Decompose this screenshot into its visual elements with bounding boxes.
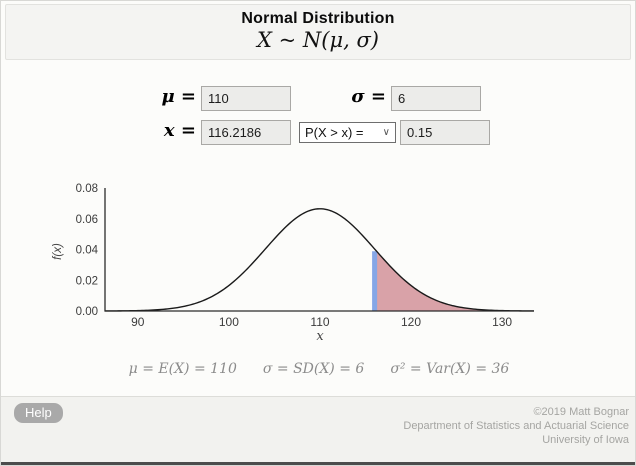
window-bottom-edge — [1, 462, 635, 465]
x-tick-label: 90 — [131, 315, 145, 329]
variance-stat: σ² = Var(X) = 36 — [390, 361, 510, 377]
x-tick-label: 120 — [401, 315, 421, 329]
axes — [104, 188, 534, 312]
shaded-tail-area — [376, 251, 534, 311]
y-tick-label: 0.00 — [76, 306, 98, 318]
distribution-notation: X ~ N(μ, σ) — [257, 28, 379, 52]
sigma-input[interactable] — [391, 86, 481, 111]
mu-input[interactable] — [201, 86, 291, 111]
credit-line-university: University of Iowa — [542, 434, 629, 446]
help-button[interactable]: Help — [14, 403, 63, 423]
x-tick-label: 100 — [219, 315, 239, 329]
x-tick-label: 130 — [492, 315, 512, 329]
summary-stats: μ = E(X) = 110 σ = SD(X) = 6 σ² = Var(X) =… — [1, 361, 635, 377]
probability-type-select[interactable]: P(X > x) = ∨ — [299, 122, 396, 143]
mu-label: μ = — [161, 86, 196, 107]
header: Normal Distribution X ~ N(μ, σ) — [5, 4, 631, 60]
density-curve — [104, 208, 534, 312]
x-value-marker[interactable] — [372, 251, 378, 311]
y-tick-label: 0.08 — [76, 183, 98, 195]
y-tick-label: 0.04 — [76, 245, 99, 257]
y-tick-label: 0.06 — [76, 214, 98, 226]
chevron-down-icon: ∨ — [382, 126, 390, 138]
sd-stat: σ = SD(X) = 6 — [262, 361, 365, 377]
credit-line-department: Department of Statistics and Actuarial S… — [403, 420, 629, 432]
x-input[interactable] — [201, 120, 291, 145]
x-label: x = — [163, 120, 196, 141]
credits: ©2019 Matt Bognar Department of Statisti… — [403, 405, 629, 447]
probability-input[interactable] — [400, 120, 490, 145]
credit-line-copyright: ©2019 Matt Bognar — [533, 406, 629, 418]
x-tick-label: 110 — [310, 315, 329, 329]
y-tick-label: 0.02 — [76, 275, 98, 287]
mean-stat: μ = E(X) = 110 — [128, 361, 237, 377]
normal-density-chart: 90 100 110 120 130 0.00 0.02 0.04 0.06 0.08 f(x) x — [52, 183, 534, 344]
x-axis-title: x — [316, 329, 324, 344]
page-title: Normal Distribution — [241, 10, 395, 27]
sigma-label: σ = — [351, 86, 386, 107]
y-axis-title: f(x) — [52, 243, 64, 260]
probability-type-selected: P(X > x) = — [305, 125, 368, 140]
footer: Help ©2019 Matt Bognar Department of Sta… — [1, 396, 635, 465]
